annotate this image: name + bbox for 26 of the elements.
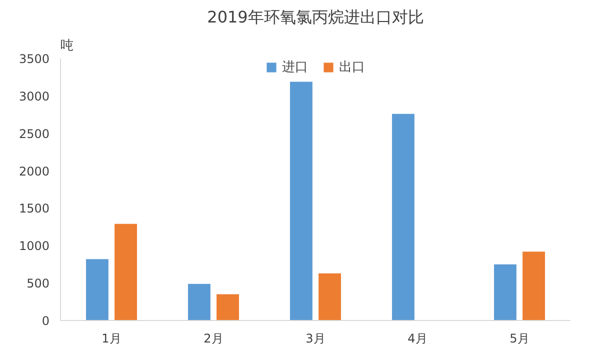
x-tick-label: 2月 <box>204 332 224 346</box>
bar <box>114 224 137 320</box>
y-tick-label: 2000 <box>18 164 50 178</box>
bar <box>494 264 516 320</box>
x-tick-label: 1月 <box>102 332 122 346</box>
y-tick-label: 1500 <box>18 202 50 216</box>
y-tick-label: 3500 <box>18 52 50 66</box>
x-tick-label: 3月 <box>306 332 326 346</box>
y-tick-label: 2500 <box>18 126 50 141</box>
bar <box>392 114 414 320</box>
legend-label: 出口 <box>339 59 365 76</box>
x-tick-label: 5月 <box>510 332 530 346</box>
bar <box>86 259 108 320</box>
y-tick-label: 500 <box>26 276 50 291</box>
chart-title: 2019年环氧氯丙烷进出口对比 <box>207 8 424 26</box>
bar <box>290 82 312 320</box>
bar <box>318 273 341 320</box>
bar <box>522 252 545 320</box>
y-axis-title: 吨 <box>60 38 74 54</box>
bar <box>188 284 210 320</box>
y-tick-label: 0 <box>42 314 50 328</box>
y-tick-label: 3000 <box>18 89 50 104</box>
legend-label: 进口 <box>282 59 308 76</box>
bar <box>216 294 239 320</box>
x-tick-label: 4月 <box>408 332 428 346</box>
y-tick-label: 1000 <box>18 239 50 254</box>
